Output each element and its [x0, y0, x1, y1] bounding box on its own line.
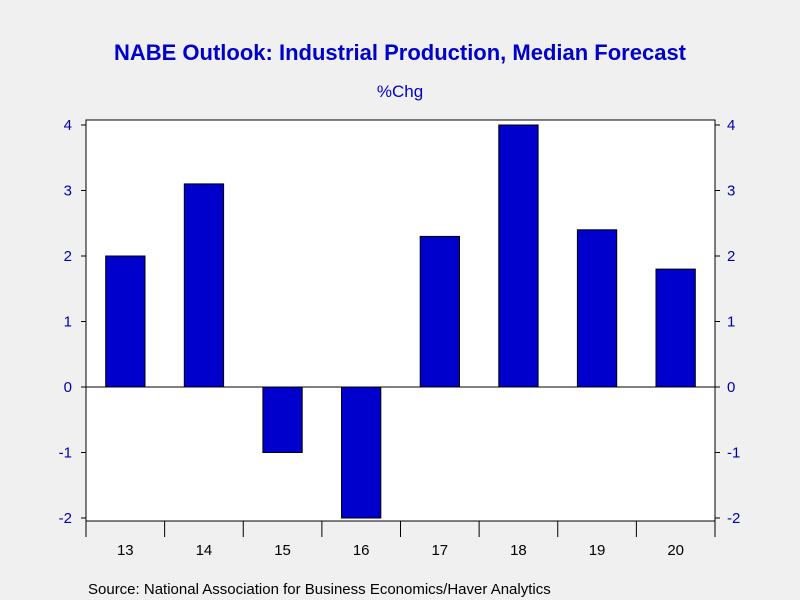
- left-tick-label: 2: [64, 248, 72, 265]
- chart-title: NABE Outlook: Industrial Production, Med…: [114, 40, 687, 65]
- plot-area: [85, 119, 716, 522]
- chart-subtitle: %Chg: [377, 82, 423, 101]
- left-tick-label: -1: [59, 445, 72, 462]
- left-tick-label: 4: [64, 117, 72, 134]
- right-tick-label: -1: [727, 445, 740, 462]
- right-tick-label: 3: [727, 183, 735, 200]
- right-tick-label: 4: [727, 117, 735, 134]
- source-note: Source: National Association for Busines…: [88, 581, 551, 598]
- right-tick-label: -2: [727, 510, 740, 527]
- x-tick-label: 13: [117, 542, 134, 559]
- bar-14: [183, 183, 225, 388]
- left-tick-label: 1: [64, 314, 72, 331]
- x-tick-label: 19: [589, 542, 606, 559]
- left-tick-label: 3: [64, 183, 72, 200]
- right-tick-label: 0: [727, 379, 735, 396]
- x-tick-label: 20: [667, 542, 684, 559]
- left-tick-label: 0: [64, 379, 72, 396]
- x-axis: 13 14 15 16 17 18 19 20: [85, 521, 716, 559]
- right-tick-label: 2: [727, 248, 735, 265]
- x-tick-label: 16: [353, 542, 370, 559]
- x-tick-label: 15: [274, 542, 291, 559]
- x-tick-label: 17: [431, 542, 448, 559]
- right-tick-label: 1: [727, 314, 735, 331]
- bar-19: [576, 229, 618, 388]
- left-y-axis: -2 -1 0 1 2 3 4: [59, 117, 86, 527]
- bar-13: [105, 255, 146, 388]
- right-y-axis: -2 -1 0 1 2 3 4: [715, 117, 740, 527]
- bar-17: [419, 235, 461, 388]
- x-tick-label: 14: [196, 542, 213, 559]
- bar-20: [655, 268, 696, 388]
- x-tick-label: 18: [510, 542, 527, 559]
- bars-group: [105, 124, 696, 519]
- bar-15: [262, 386, 303, 453]
- bar-18: [498, 124, 539, 388]
- left-tick-label: -2: [59, 510, 72, 527]
- bar-16: [341, 386, 382, 519]
